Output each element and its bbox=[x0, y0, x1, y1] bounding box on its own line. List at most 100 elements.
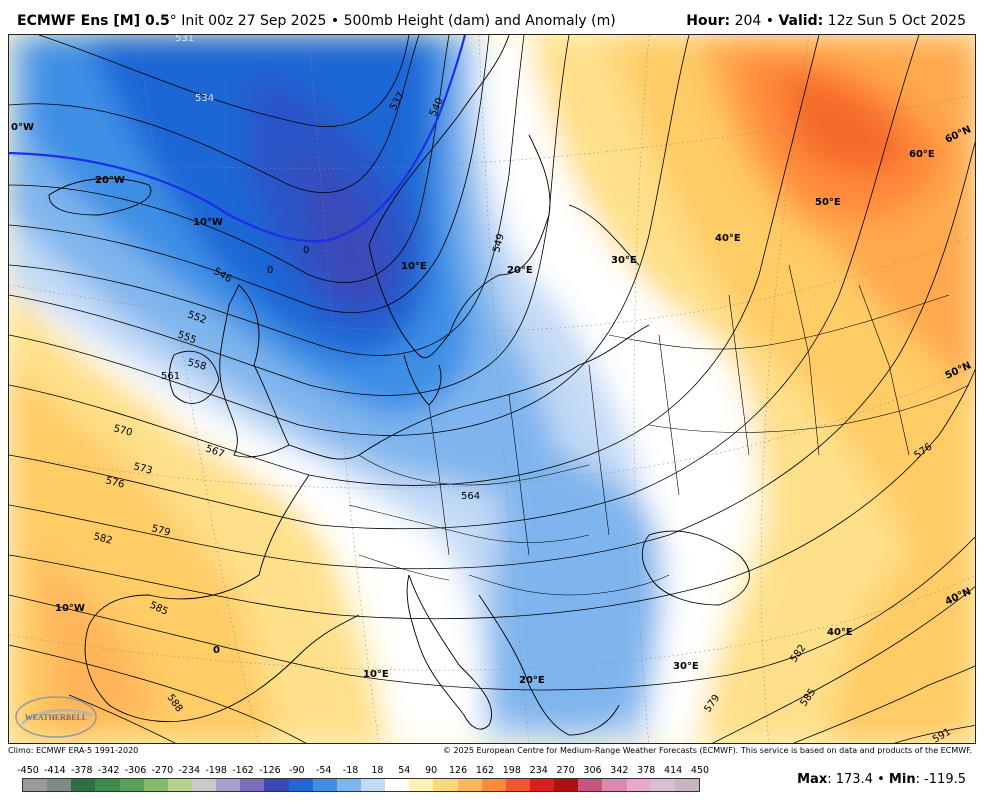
graticule-label: 10°E bbox=[363, 669, 389, 680]
forecast-time: Hour: 204 • Valid: 12z Sun 5 Oct 2025 bbox=[686, 13, 966, 29]
min-label: Min bbox=[888, 772, 916, 787]
climo-credit: Climo: ECMWF ERA-5 1991-2020 bbox=[8, 746, 139, 755]
colorbar-swatch bbox=[95, 779, 120, 791]
contour-label: 570 bbox=[112, 423, 133, 439]
colorbar-tick-label: -450 bbox=[17, 765, 39, 776]
colorbar-swatch bbox=[385, 779, 410, 791]
header: ECMWF Ens [M] 0.5° Init 00z 27 Sep 2025 … bbox=[0, 0, 984, 34]
colorbar-tick-label: 450 bbox=[690, 765, 710, 776]
contour-label: 561 bbox=[161, 371, 180, 382]
contour-label: 0 bbox=[267, 265, 273, 276]
graticule-label: 40°E bbox=[827, 627, 853, 638]
colorbar-swatch bbox=[602, 779, 627, 791]
colorbar-tick-label: -162 bbox=[232, 765, 254, 776]
graticule-label: 50°E bbox=[815, 197, 841, 208]
colorbar-swatch bbox=[71, 779, 96, 791]
colorbar-tick-label: -306 bbox=[124, 765, 147, 776]
colorbar-tick-label: -234 bbox=[178, 765, 201, 776]
contour-label: 534 bbox=[195, 93, 214, 104]
min-value: : -119.5 bbox=[915, 772, 966, 787]
contour-label: 549 bbox=[491, 232, 507, 253]
colorbar-tick-label: -342 bbox=[97, 765, 120, 776]
colorbar-tick-label: -378 bbox=[70, 765, 93, 776]
graticule-label: 0 bbox=[213, 645, 220, 656]
max-min-readout: Max: 173.4 • Min: -119.5 bbox=[797, 772, 966, 787]
contour-label: 558 bbox=[186, 357, 207, 373]
colorbar-swatch bbox=[360, 779, 386, 791]
contour-label: 582 bbox=[92, 531, 113, 547]
colorbar-swatch bbox=[674, 779, 699, 791]
colorbar-tick-label: -18 bbox=[342, 765, 359, 776]
colorbar-swatch bbox=[312, 779, 337, 791]
colorbar-tick-label: 18 bbox=[371, 765, 384, 776]
coastlines bbox=[48, 35, 750, 736]
zero-anomaly-line bbox=[9, 35, 467, 243]
product-name: 500mb Height (dam) and Anomaly (m) bbox=[343, 13, 616, 29]
map-title: ECMWF Ens [M] 0.5° Init 00z 27 Sep 2025 … bbox=[17, 13, 616, 29]
graticule-label: 30°E bbox=[673, 661, 699, 672]
logo-text: WEATHERBELL bbox=[25, 713, 88, 722]
colorbar-swatch bbox=[119, 779, 144, 791]
contour-label: 579 bbox=[150, 523, 171, 539]
colorbar-swatch bbox=[264, 779, 289, 791]
colorbar-tick-label: -90 bbox=[289, 765, 305, 776]
contour-label: 564 bbox=[461, 491, 480, 502]
colorbar-tick-label: -54 bbox=[315, 765, 332, 776]
colorbar-tick-label: 90 bbox=[425, 765, 438, 776]
bullet: • bbox=[877, 772, 885, 787]
colorbar-tick-label: 306 bbox=[583, 765, 602, 776]
colorbar-tick-label: 234 bbox=[529, 765, 548, 776]
colorbar-swatch bbox=[23, 779, 48, 791]
valid-value: 12z Sun 5 Oct 2025 bbox=[827, 13, 966, 29]
colorbar-swatch bbox=[47, 779, 72, 791]
colorbar-tick-label: 270 bbox=[556, 765, 575, 776]
weatherbell-logo: WEATHERBELL bbox=[15, 696, 97, 738]
bullet: • bbox=[330, 13, 340, 29]
contour-label: 0 bbox=[303, 245, 309, 256]
hour-value: 204 bbox=[734, 13, 762, 29]
colorbar-tick-label: 162 bbox=[475, 765, 495, 776]
max-label: Max bbox=[797, 772, 828, 787]
colorbar-swatch bbox=[433, 779, 458, 791]
colorbar-swatch bbox=[554, 779, 579, 791]
graticule-label: 20°E bbox=[519, 675, 545, 686]
colorbar-swatch bbox=[288, 779, 313, 791]
colorbar-tick-labels: -450 -414 -378 -342 -306 -270 -234 -198 -162 -126… bbox=[17, 765, 709, 777]
colorbar-tick-label: 342 bbox=[610, 765, 629, 776]
contour-label: 573 bbox=[132, 461, 153, 477]
colorbar-tick-label: 54 bbox=[398, 765, 411, 776]
copyright-credit: © 2025 European Centre for Medium-Range … bbox=[443, 746, 972, 755]
graticule-label: 0°W bbox=[11, 122, 34, 133]
colorbar-swatch bbox=[143, 779, 168, 791]
colorbar-swatch bbox=[216, 779, 241, 791]
colorbar-swatch bbox=[650, 779, 675, 791]
colorbar-tick-label: -126 bbox=[259, 765, 281, 776]
colorbar-swatch bbox=[481, 779, 506, 791]
colorbar-tick-label: 198 bbox=[502, 765, 521, 776]
hour-label: Hour: bbox=[686, 13, 731, 29]
degree-symbol: ° bbox=[169, 13, 177, 29]
graticule bbox=[9, 35, 975, 743]
graticule-label: 10°E bbox=[401, 261, 427, 272]
country-borders bbox=[348, 264, 970, 596]
height-contours bbox=[9, 35, 975, 743]
anomaly-map: 531 534 537 540 549 546 552 555 558 561 … bbox=[8, 34, 976, 744]
graticule-label: 30°E bbox=[611, 255, 637, 266]
colorbar-swatch bbox=[578, 779, 603, 791]
colorbar-swatch bbox=[409, 779, 434, 791]
graticule-label: 20°W bbox=[95, 175, 125, 186]
max-value: : 173.4 bbox=[827, 772, 873, 787]
graticule-label: 10°W bbox=[55, 603, 85, 614]
colorbar-tick-label: -414 bbox=[44, 765, 66, 776]
bullet: • bbox=[765, 13, 775, 29]
contour-label: 576 bbox=[104, 475, 125, 491]
colorbar-swatch bbox=[457, 779, 482, 791]
graticule-label: 40°E bbox=[715, 233, 741, 244]
map-canvas: 531 534 537 540 549 546 552 555 558 561 … bbox=[9, 35, 975, 743]
colorbar-swatch bbox=[240, 779, 265, 791]
colorbar-swatch bbox=[626, 779, 651, 791]
colorbar-swatch bbox=[167, 779, 192, 791]
colorbar-tick-label: 126 bbox=[449, 765, 468, 776]
anomaly-shading bbox=[9, 35, 975, 743]
colorbar-tick-label: -270 bbox=[151, 765, 174, 776]
